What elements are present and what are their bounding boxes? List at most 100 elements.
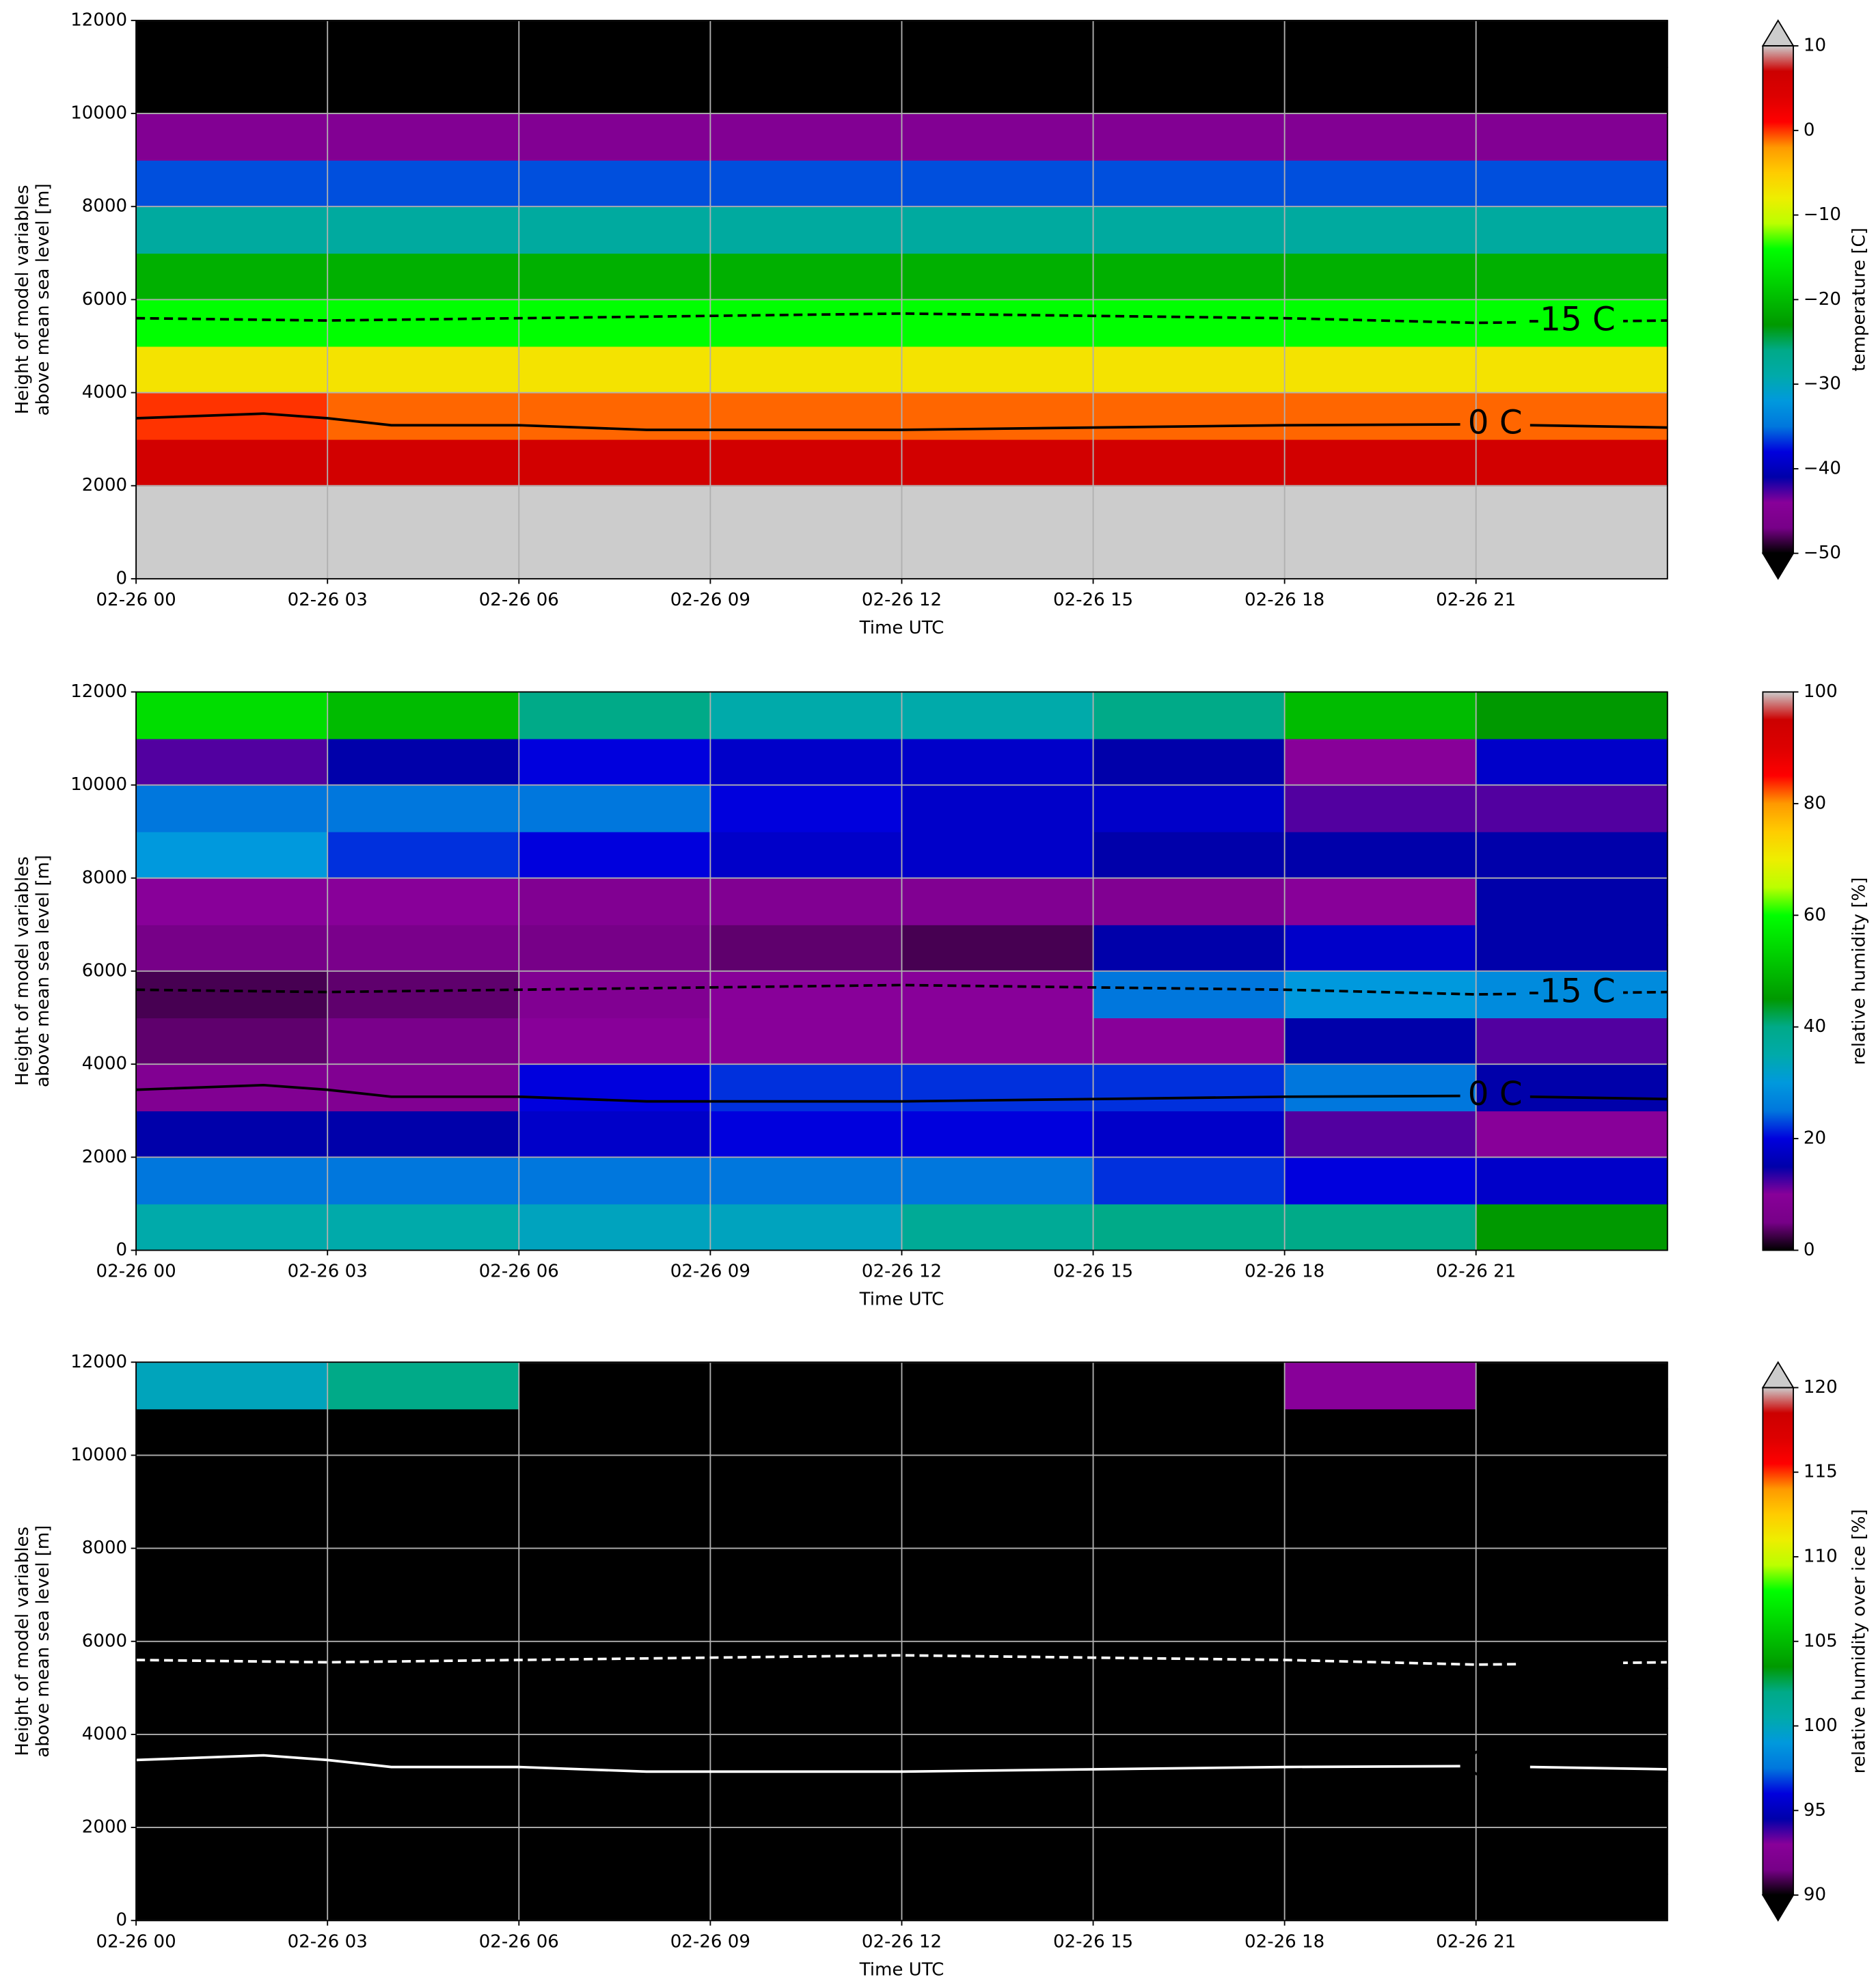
heatmap-cell	[327, 113, 520, 161]
heatmap-cell	[901, 1408, 1094, 1456]
heatmap-cell	[901, 738, 1094, 786]
heatmap-cell	[1284, 1827, 1477, 1875]
heatmap-cell	[901, 785, 1094, 832]
x-tick-label: 02-26 21	[1436, 1262, 1516, 1282]
heatmap-cell	[136, 206, 329, 254]
y-tick-label: 12000	[70, 1352, 127, 1372]
heatmap-cell	[519, 877, 711, 925]
heatmap-cell	[327, 1018, 520, 1065]
heatmap-cell	[519, 66, 711, 114]
heatmap-cell	[1284, 1501, 1477, 1549]
heatmap-cell	[1093, 1455, 1286, 1503]
heatmap-cell	[1093, 1501, 1286, 1549]
heatmap-cell	[519, 206, 711, 254]
heatmap	[136, 20, 1668, 580]
heatmap-cell	[901, 924, 1094, 972]
heatmap-cell	[1284, 692, 1477, 739]
heatmap-cell	[519, 1781, 711, 1829]
heatmap-cell	[1093, 1157, 1286, 1205]
heatmap-cell	[519, 1827, 711, 1875]
heatmap-cell	[136, 160, 329, 208]
heatmap-cell	[1093, 1362, 1286, 1410]
heatmap-cell	[519, 1408, 711, 1456]
heatmap-cell	[1093, 299, 1286, 347]
heatmap-cell	[327, 971, 520, 1019]
colorbar-extend-over	[1761, 19, 1795, 47]
heatmap-cell	[327, 1687, 520, 1735]
heatmap-cell	[710, 206, 903, 254]
heatmap-cell	[1284, 1203, 1477, 1251]
heatmap-cell	[710, 1455, 903, 1503]
y-tick-label: 2000	[82, 1817, 127, 1838]
heatmap-cell	[1093, 20, 1286, 68]
heatmap-cell	[1476, 1734, 1668, 1782]
colorbar-tick-label: 60	[1804, 905, 1826, 925]
heatmap-cell	[519, 1203, 711, 1251]
x-tick-label: 02-26 15	[1053, 1262, 1133, 1282]
heatmap-cell	[710, 299, 903, 347]
colorbar-tick-label: 20	[1804, 1128, 1826, 1149]
heatmap-cell	[1284, 1874, 1477, 1922]
x-axis-label: Time UTC	[859, 1290, 944, 1310]
heatmap-cell	[710, 1874, 903, 1922]
x-tick-label: 02-26 18	[1245, 1931, 1324, 1952]
heatmap-cell	[710, 1203, 903, 1251]
heatmap-cell	[901, 253, 1094, 301]
heatmap-cell	[136, 253, 329, 301]
colorbar-tick-label: 80	[1804, 793, 1826, 813]
heatmap-cell	[1093, 392, 1286, 440]
heatmap	[136, 692, 1668, 1251]
heatmap-cell	[1476, 1687, 1668, 1735]
heatmap-cell	[1093, 692, 1286, 739]
colorbar-extend-over	[1761, 1361, 1795, 1389]
heatmap-cell	[710, 160, 903, 208]
heatmap-cell	[1284, 1362, 1477, 1410]
contour-line	[136, 983, 1668, 996]
y-axis-label: Height of model variables	[12, 1527, 33, 1756]
heatmap-cell	[327, 1408, 520, 1456]
colorbar-frame	[1762, 691, 1794, 1251]
heatmap-cell	[1093, 1018, 1286, 1065]
heatmap-cell	[710, 1594, 903, 1642]
heatmap-cell	[519, 971, 711, 1019]
heatmap-cell	[136, 299, 329, 347]
heatmap-cell	[519, 1362, 711, 1410]
heatmap-cell	[327, 831, 520, 879]
heatmap-cell	[1476, 113, 1668, 161]
heatmap-cell	[1093, 1111, 1286, 1158]
x-tick-label: 02-26 21	[1436, 1931, 1516, 1952]
y-axis-label: above mean sea level [m]	[33, 1525, 53, 1758]
heatmap-cell	[1284, 1548, 1477, 1596]
colorbar-tick-label: 100	[1804, 681, 1838, 702]
heatmap-cell	[1284, 253, 1477, 301]
heatmap-cell	[710, 113, 903, 161]
heatmap-cell	[136, 439, 329, 487]
heatmap-cell	[327, 924, 520, 972]
colorbar-tick-label: 115	[1804, 1462, 1838, 1482]
heatmap-cell	[327, 1734, 520, 1782]
heatmap-cell	[1093, 738, 1286, 786]
heatmap-cell	[327, 1064, 520, 1112]
heatmap-cell	[327, 1781, 520, 1829]
colorbar-tick-label: −10	[1804, 204, 1841, 225]
heatmap-cell	[1476, 1203, 1668, 1251]
x-tick-label: 02-26 12	[862, 590, 942, 610]
heatmap-cell	[1284, 1687, 1477, 1735]
y-tick-label: 10000	[70, 103, 127, 124]
heatmap-cell	[1284, 1064, 1477, 1112]
heatmap-cell	[1284, 1455, 1477, 1503]
heatmap-cell	[327, 738, 520, 786]
heatmap-cell	[1093, 1203, 1286, 1251]
y-tick-label: 2000	[82, 1147, 127, 1167]
heatmap-cell	[327, 692, 520, 739]
y-tick-label: 4000	[82, 1724, 127, 1744]
x-tick-label: 02-26 09	[670, 1262, 750, 1282]
heatmap-cell	[519, 1548, 711, 1596]
heatmap-cell	[1476, 20, 1668, 68]
heatmap-cell	[327, 439, 520, 487]
heatmap-cell	[1476, 1874, 1668, 1922]
heatmap-cell	[1284, 160, 1477, 208]
heatmap-cell	[901, 66, 1094, 114]
x-tick-label: 02-26 12	[862, 1931, 942, 1952]
heatmap-cell	[136, 1111, 329, 1158]
